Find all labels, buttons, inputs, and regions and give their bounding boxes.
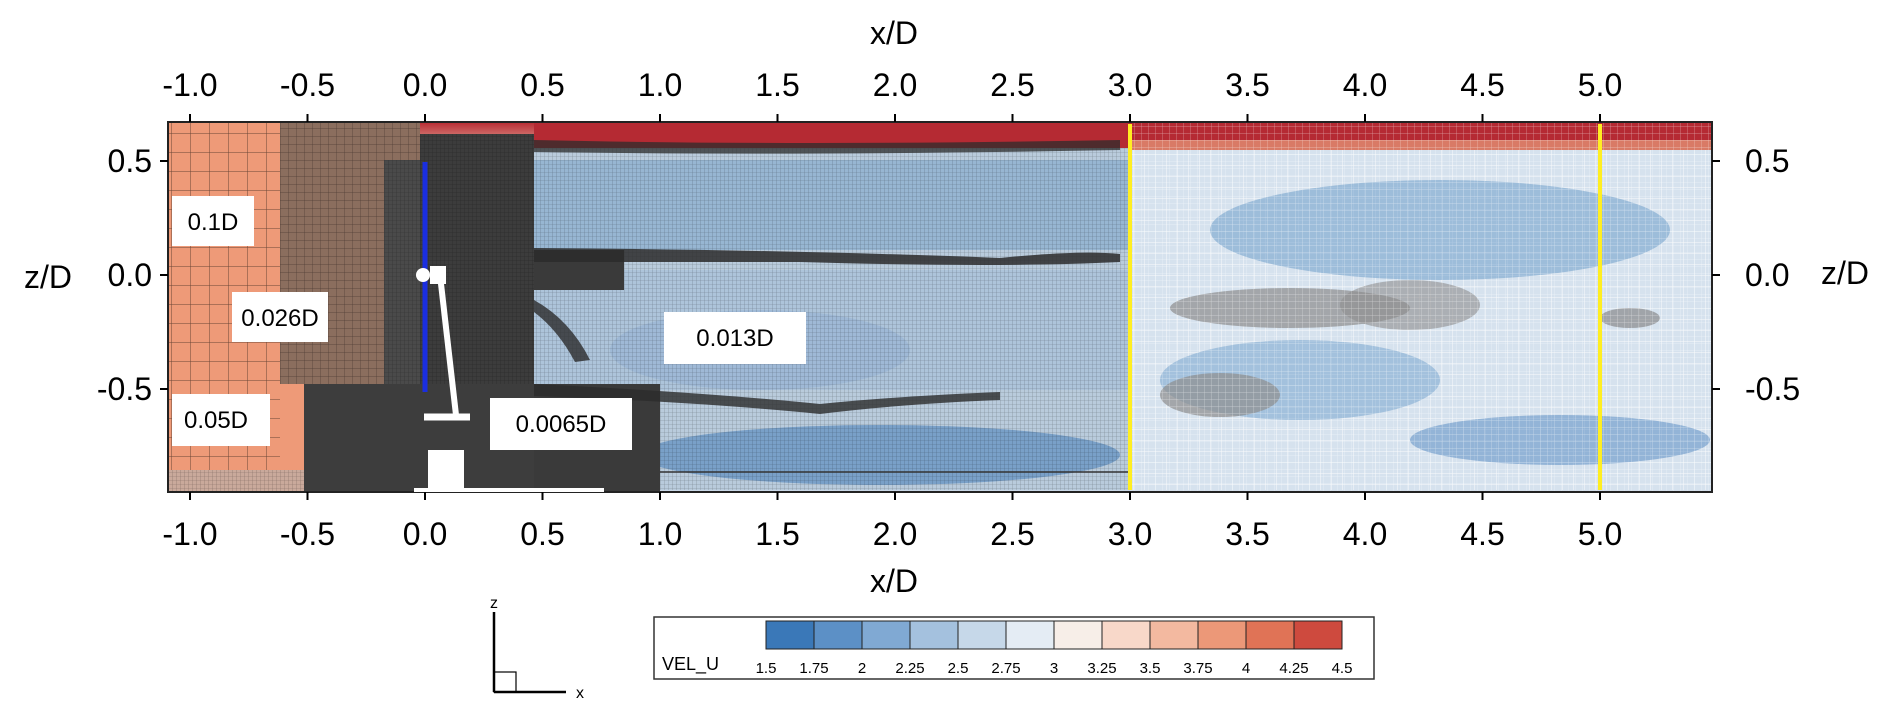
colorbar-swatch xyxy=(1053,620,1103,650)
z-tick-label-right: -0.5 xyxy=(1745,371,1800,407)
z-tick-label-right: 0.0 xyxy=(1745,257,1789,293)
colorbar-swatch xyxy=(909,620,959,650)
colorbar-tick-label: 2 xyxy=(858,660,866,677)
z-axis-label-right: z/D xyxy=(1821,255,1869,291)
x-tick-label-top: -1.0 xyxy=(162,67,217,103)
label-box-0-013d: 0.013D xyxy=(664,312,806,364)
x-tick-label-bottom: 2.5 xyxy=(990,516,1034,552)
colorbar-swatch xyxy=(957,620,1007,650)
colorbar-tick-label: 2.25 xyxy=(895,660,924,677)
x-tick-label-bottom: 1.0 xyxy=(638,516,682,552)
colorbar-tick-label: 3.25 xyxy=(1087,660,1116,677)
colorbar-tick-label: 2.75 xyxy=(991,660,1020,677)
x-tick-label-top: 4.0 xyxy=(1343,67,1387,103)
x-tick-label-top: 1.5 xyxy=(755,67,799,103)
x-axis-top-ticks: -1.0 -0.5 0.0 0.5 1.0 1.5 2.0 2.5 3.0 3.5 4.0 4.5 5.… xyxy=(162,67,1622,122)
flow-field-plot xyxy=(167,121,1713,493)
colorbar-tick-label: 1.5 xyxy=(756,660,777,677)
colorbar-swatch xyxy=(1197,620,1247,650)
label-box-0-05d: 0.05D xyxy=(172,394,270,446)
triad-x-label: x xyxy=(576,685,584,702)
res-label-0-1d: 0.1D xyxy=(188,209,239,236)
x-tick-label-bottom: 2.0 xyxy=(873,516,917,552)
colorbar-tick-label: 4.25 xyxy=(1279,660,1308,677)
triad-z-label: z xyxy=(490,595,498,612)
x-tick-label-bottom: 3.5 xyxy=(1225,516,1269,552)
resolution-labels: 0.1D 0.026D 0.05D 0.0065D 0.013D xyxy=(172,196,806,450)
x-tick-label-top: 2.0 xyxy=(873,67,917,103)
x-tick-label-bottom: 3.0 xyxy=(1108,516,1152,552)
res-label-0-05d: 0.05D xyxy=(184,407,248,434)
x-tick-label-top: 4.5 xyxy=(1460,67,1504,103)
x-tick-label-bottom: -1.0 xyxy=(162,516,217,552)
x-tick-label-top: -0.5 xyxy=(280,67,335,103)
colorbar-tick-label: 1.75 xyxy=(799,660,828,677)
colorbar-tick-label: 3 xyxy=(1050,660,1058,677)
x-tick-label-top: 3.5 xyxy=(1225,67,1269,103)
colorbar-tick-label: 4.5 xyxy=(1332,660,1353,677)
x-tick-label-bottom: 1.5 xyxy=(755,516,799,552)
colorbar-swatches xyxy=(765,620,1343,650)
x-tick-label-bottom: 5.0 xyxy=(1578,516,1622,552)
res-label-0-013d: 0.013D xyxy=(696,325,773,352)
res-label-0-026d: 0.026D xyxy=(241,305,318,332)
x-axis-label-top: x/D xyxy=(870,15,918,51)
x-axis-bottom-ticks: -1.0 -0.5 0.0 0.5 1.0 1.5 2.0 2.5 3.0 3.5 4.0 4.5 5.… xyxy=(162,492,1622,552)
x-tick-label-top: 3.0 xyxy=(1108,67,1152,103)
x-tick-label-top: 5.0 xyxy=(1578,67,1622,103)
turbine-schematic xyxy=(414,162,604,492)
colorbar-ticks: 1.5 1.75 2 2.25 2.5 2.75 3 3.25 3.5 3.75 4 4.25 4.5 xyxy=(756,660,1353,677)
colorbar-swatch xyxy=(861,620,911,650)
x-tick-label-bottom: 0.0 xyxy=(403,516,447,552)
colorbar-swatch xyxy=(1245,620,1295,650)
x-tick-label-top: 1.0 xyxy=(638,67,682,103)
x-axis-label-bottom: x/D xyxy=(870,563,918,599)
colorbar: VEL_U 1.5 1.75 2 2.25 2.5 2.75 3 3.25 3.5 3.75 4 4.… xyxy=(653,616,1375,680)
z-tick-label-right: 0.5 xyxy=(1745,143,1789,179)
x-tick-label-bottom: 4.0 xyxy=(1343,516,1387,552)
colorbar-tick-label: 2.5 xyxy=(948,660,969,677)
label-box-0-0065d: 0.0065D xyxy=(490,398,632,450)
x-tick-label-bottom: -0.5 xyxy=(280,516,335,552)
colorbar-swatch xyxy=(1101,620,1151,650)
axis-triad: z x xyxy=(490,595,584,702)
colorbar-swatch xyxy=(1149,620,1199,650)
z-axis-label-left: z/D xyxy=(24,259,72,295)
colorbar-swatch xyxy=(1005,620,1055,650)
x-tick-label-bottom: 0.5 xyxy=(520,516,564,552)
colorbar-tick-label: 3.5 xyxy=(1140,660,1161,677)
z-axis-left-ticks: 0.5 0.0 -0.5 xyxy=(97,143,168,407)
colorbar-tick-label: 3.75 xyxy=(1183,660,1212,677)
z-tick-label-left: 0.5 xyxy=(108,143,152,179)
label-box-0-1d: 0.1D xyxy=(172,196,254,246)
marker-lines xyxy=(1128,124,1602,490)
x-tick-label-top: 0.0 xyxy=(403,67,447,103)
colorbar-tick-label: 4 xyxy=(1242,660,1250,677)
x-tick-label-bottom: 4.5 xyxy=(1460,516,1504,552)
x-tick-label-top: 0.5 xyxy=(520,67,564,103)
colorbar-swatch xyxy=(1293,620,1343,650)
colorbar-title: VEL_U xyxy=(662,654,719,675)
res-label-0-0065d: 0.0065D xyxy=(516,411,607,438)
label-box-0-026d: 0.026D xyxy=(232,292,328,342)
colorbar-swatch xyxy=(765,620,815,650)
z-tick-label-left: -0.5 xyxy=(97,371,152,407)
z-axis-right-ticks: 0.5 0.0 -0.5 xyxy=(1712,143,1800,407)
colorbar-swatch xyxy=(813,620,863,650)
x-tick-label-top: 2.5 xyxy=(990,67,1034,103)
z-tick-label-left: 0.0 xyxy=(108,257,152,293)
